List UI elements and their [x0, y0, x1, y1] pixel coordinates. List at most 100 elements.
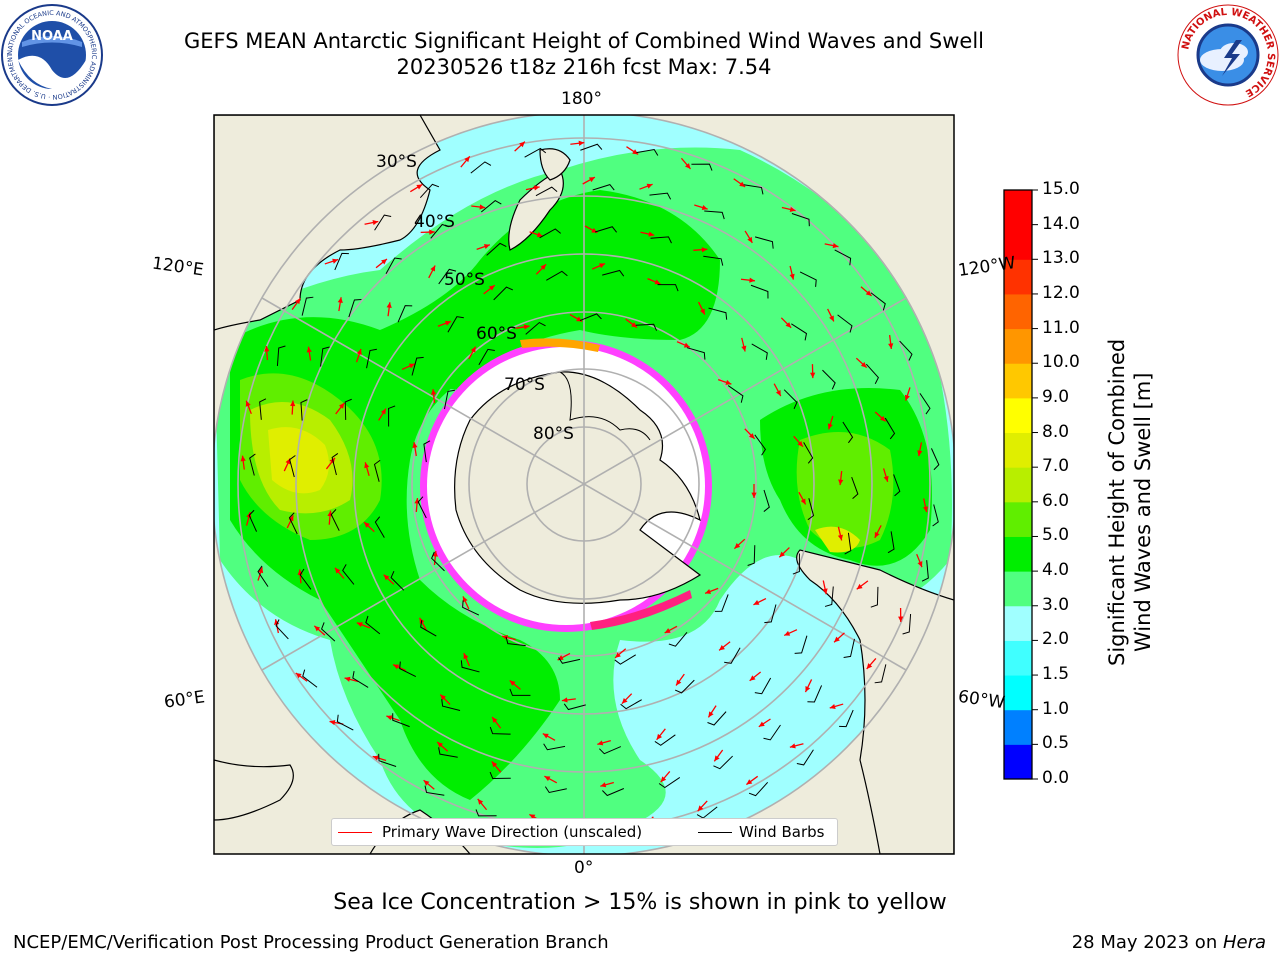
wind-barb	[865, 363, 879, 385]
wave-arrow-head	[917, 561, 923, 568]
wave-arrow-head	[386, 302, 392, 308]
wave-arrow-head	[488, 285, 495, 291]
wind-barb	[365, 615, 381, 635]
colorbar	[1003, 189, 1038, 780]
legend-swatch-primary	[338, 832, 372, 833]
wind-barb	[288, 512, 298, 535]
wind-barb	[579, 313, 602, 322]
wind-barb	[727, 385, 744, 403]
wind-barb	[650, 236, 672, 244]
wind-barb	[602, 269, 625, 277]
wind-barb	[334, 252, 349, 271]
wind-barb	[385, 257, 402, 275]
legend-label-barbs: Wind Barbs	[739, 823, 825, 841]
wind-barb	[844, 532, 852, 555]
wave-arrow-head	[664, 628, 671, 633]
wind-barb	[580, 143, 603, 151]
wave-arrow-head	[829, 704, 836, 710]
wind-barb	[419, 183, 440, 199]
wind-barb	[275, 619, 289, 640]
wave-arrow-head	[290, 400, 296, 407]
wave-arrow-head	[904, 394, 910, 401]
wave-arrow-head	[898, 616, 904, 622]
wind-barb	[348, 299, 362, 318]
wind-barb	[392, 713, 410, 728]
wind-barb	[543, 743, 566, 751]
wind-barb	[374, 516, 385, 538]
wind-barb	[478, 348, 495, 366]
wind-barb	[493, 286, 514, 301]
wind-barb	[743, 184, 764, 195]
wind-barb	[799, 271, 817, 287]
lon-label-180: 180°	[561, 89, 602, 109]
colorbar-segment	[1004, 328, 1032, 364]
wave-arrow-head	[866, 663, 873, 669]
wave-arrow-head	[888, 343, 894, 349]
wind-barb	[259, 398, 267, 420]
wave-arrow-head	[708, 711, 714, 718]
wind-barb	[443, 389, 455, 410]
nws-logo: NATIONAL WEATHER SERVICE	[1177, 4, 1279, 106]
colorbar-label-block: Significant Height of Combined Wind Wave…	[1104, 306, 1156, 666]
wave-arrow-head	[599, 263, 606, 269]
colorbar-tick-label: 1.0	[1042, 698, 1070, 719]
wave-arrow-head	[381, 259, 387, 265]
colorbar-segment	[1004, 293, 1032, 330]
wind-barb	[842, 421, 854, 444]
footer-right: 28 May 2023 on Hera	[1072, 932, 1266, 953]
wind-barb	[289, 455, 296, 478]
colorbar-segment	[1004, 259, 1032, 295]
footer-host: Hera	[1222, 932, 1266, 953]
wave-arrow-head	[523, 324, 530, 330]
wind-barb	[331, 453, 339, 476]
wind-barb	[824, 586, 834, 607]
colorbar-segment	[1004, 709, 1032, 745]
wind-barb	[754, 434, 767, 456]
wave-arrow-head	[588, 177, 595, 183]
wave-arrow-head	[364, 462, 370, 469]
wave-arrow-head	[470, 346, 476, 353]
colorbar-segment	[1004, 190, 1032, 226]
lat-label-30s: 30°S	[376, 152, 417, 172]
wind-barb	[837, 314, 853, 333]
wind-barb	[635, 323, 658, 331]
wave-arrow-head	[492, 716, 498, 723]
colorbar-segment	[1004, 432, 1032, 468]
wave-arrow-head	[714, 755, 720, 762]
wind-barb	[851, 476, 859, 500]
wave-arrow-head	[423, 780, 430, 786]
wind-barb	[899, 340, 913, 361]
wave-arrow-head	[631, 322, 637, 328]
wave-arrow-head	[364, 522, 370, 528]
wind-barb	[417, 496, 427, 519]
wind-barb	[930, 448, 940, 471]
wave-arrow-head	[578, 140, 585, 146]
wave-arrow-head	[536, 232, 543, 238]
australia-land	[214, 115, 441, 331]
wave-arrow-head	[529, 814, 536, 820]
wind-barb	[764, 604, 777, 624]
wind-barb	[539, 228, 562, 239]
wind-barb	[505, 636, 526, 647]
wind-barb	[299, 568, 312, 590]
colorbar-tick-label: 1.5	[1042, 664, 1070, 685]
wave-arrow-head	[779, 551, 786, 558]
wave-arrow-head	[542, 733, 549, 739]
wave-arrow-head	[445, 320, 452, 326]
wind-barb	[668, 631, 688, 647]
wave-arrow-head	[615, 652, 621, 658]
wind-barb	[257, 565, 269, 587]
wave-arrow-head	[334, 567, 341, 574]
wave-arrow-head	[306, 346, 312, 353]
wave-arrow-head	[519, 141, 525, 148]
wind-barb	[602, 788, 625, 797]
wave-arrow-head	[288, 515, 294, 522]
wind-barb	[792, 553, 800, 575]
wind-barb	[342, 564, 355, 585]
wind-barb	[420, 620, 437, 637]
wave-arrow-head	[491, 761, 498, 768]
colorbar-tick-label: 2.0	[1042, 629, 1070, 650]
wave-arrow-head	[797, 440, 803, 447]
wave-arrow-head	[383, 574, 390, 581]
wind-barb	[902, 613, 912, 635]
